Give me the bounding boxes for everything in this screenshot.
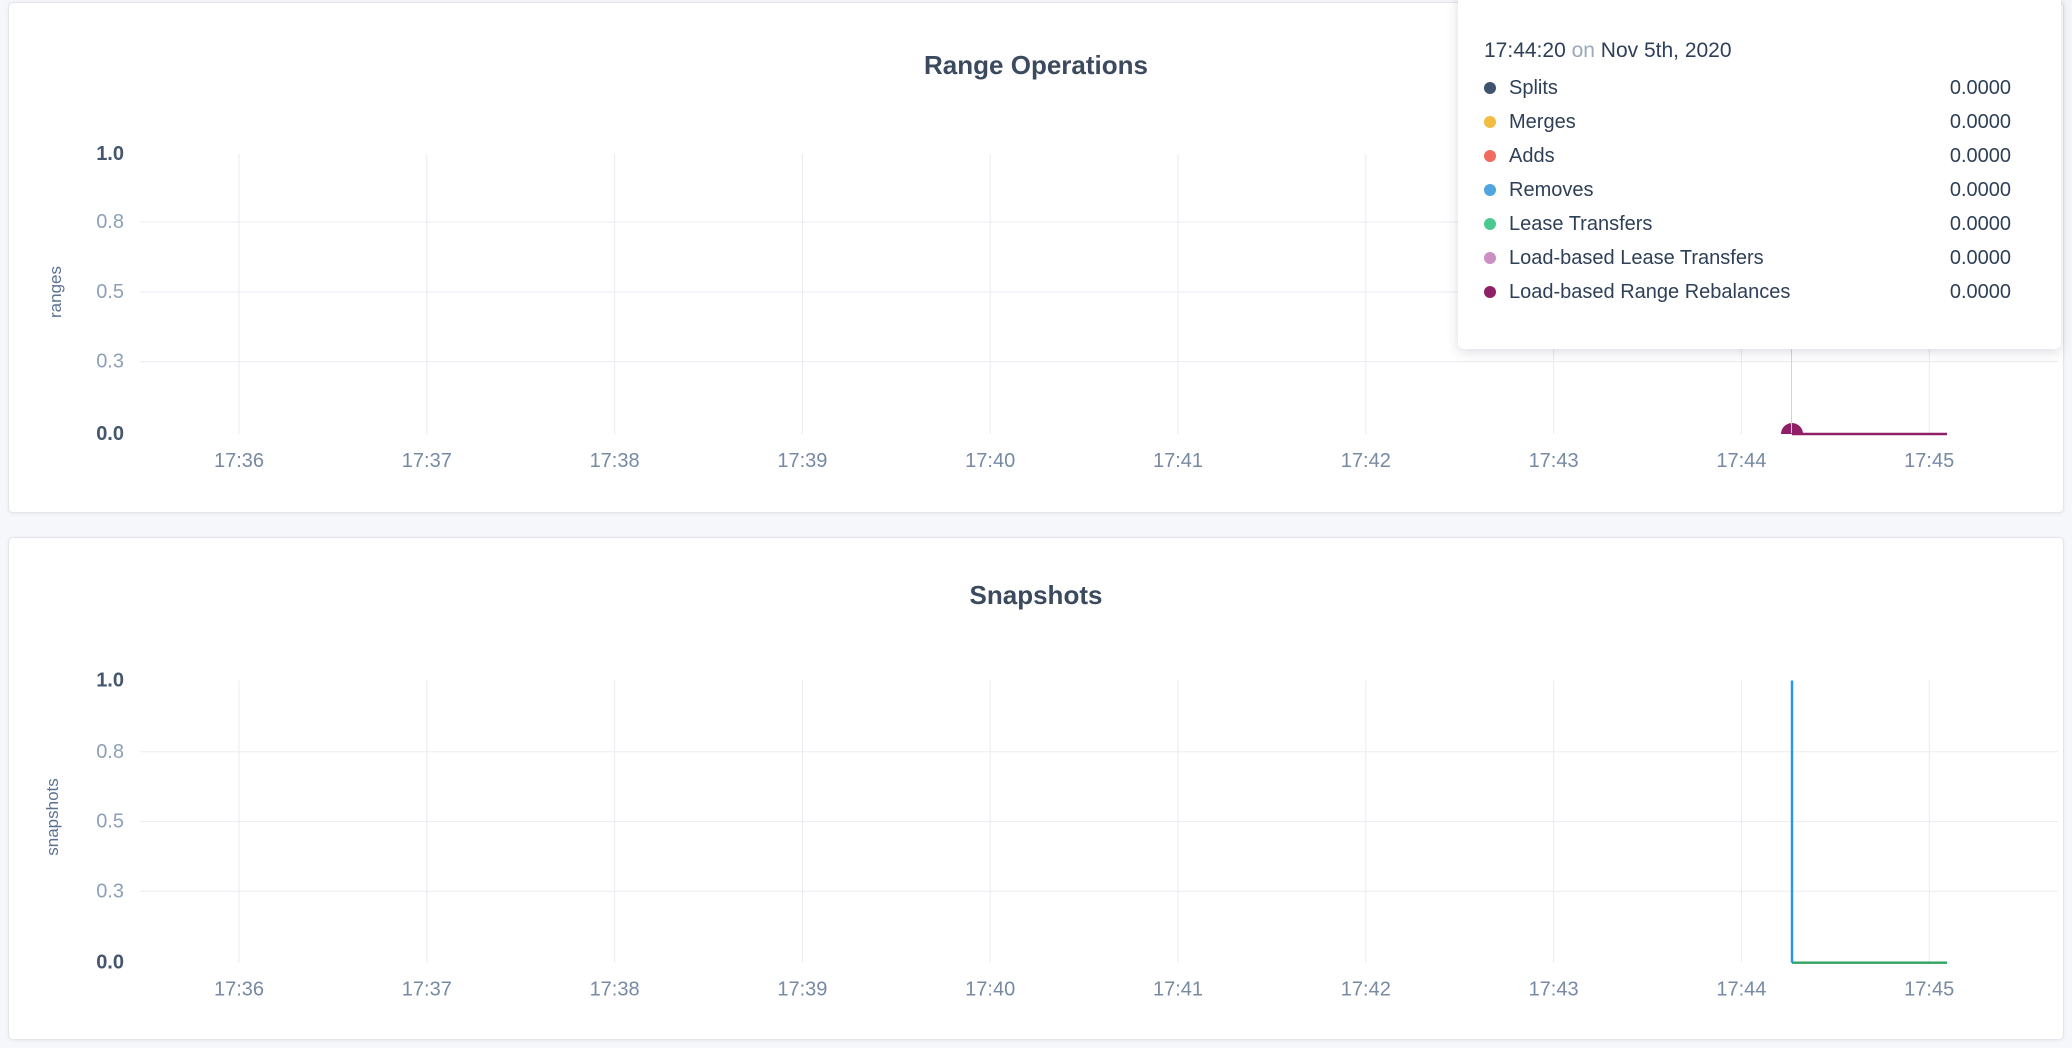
svg-text:0.5: 0.5 [96, 811, 124, 833]
svg-text:17:37: 17:37 [402, 450, 452, 472]
svg-text:0.8: 0.8 [96, 211, 124, 233]
svg-text:17:39: 17:39 [777, 450, 827, 472]
svg-text:17:42: 17:42 [1341, 450, 1391, 472]
svg-text:0.3: 0.3 [96, 351, 124, 373]
svg-text:17:37: 17:37 [402, 979, 452, 1001]
svg-text:17:45: 17:45 [1904, 979, 1954, 1001]
svg-text:17:41: 17:41 [1153, 979, 1203, 1001]
svg-text:17:40: 17:40 [965, 450, 1015, 472]
svg-text:0.0: 0.0 [96, 423, 124, 445]
svg-text:0.3: 0.3 [96, 880, 124, 902]
svg-text:17:38: 17:38 [590, 979, 640, 1001]
svg-text:17:43: 17:43 [1529, 450, 1579, 472]
svg-text:17:40: 17:40 [965, 979, 1015, 1001]
svg-text:0.8: 0.8 [96, 741, 124, 763]
svg-text:17:42: 17:42 [1341, 979, 1391, 1001]
svg-text:17:41: 17:41 [1153, 450, 1203, 472]
svg-text:17:45: 17:45 [1904, 450, 1954, 472]
svg-text:17:44: 17:44 [1716, 979, 1766, 1001]
svg-text:0.0: 0.0 [96, 952, 124, 974]
svg-text:17:39: 17:39 [777, 979, 827, 1001]
svg-text:1.0: 1.0 [96, 143, 124, 165]
svg-text:17:38: 17:38 [590, 450, 640, 472]
svg-text:17:36: 17:36 [214, 450, 264, 472]
svg-text:17:36: 17:36 [214, 979, 264, 1001]
svg-text:0.5: 0.5 [96, 281, 124, 303]
svg-text:1.0: 1.0 [96, 670, 124, 692]
svg-text:17:43: 17:43 [1529, 979, 1579, 1001]
svg-text:17:44: 17:44 [1716, 450, 1766, 472]
